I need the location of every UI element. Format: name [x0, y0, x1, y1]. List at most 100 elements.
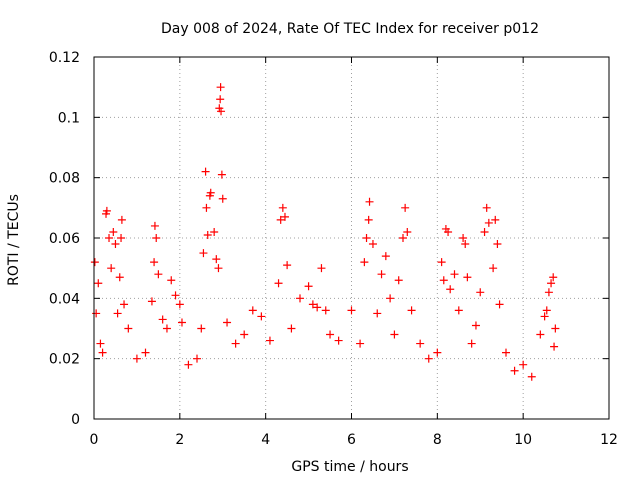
- data-point: [495, 300, 504, 309]
- data-point: [542, 306, 551, 315]
- data-point: [107, 264, 116, 273]
- data-point: [113, 309, 122, 318]
- data-point: [147, 297, 156, 306]
- data-point: [90, 258, 99, 267]
- data-point: [102, 206, 111, 215]
- data-point: [401, 203, 410, 212]
- data-point: [94, 279, 103, 288]
- data-point: [326, 330, 335, 339]
- data-point: [175, 300, 184, 309]
- y-tick-label: 0.06: [49, 231, 80, 247]
- data-point: [92, 309, 101, 318]
- y-tick-label: 0.02: [49, 352, 80, 368]
- data-point: [177, 318, 186, 327]
- data-point: [360, 258, 369, 267]
- data-point: [551, 324, 560, 333]
- data-point: [280, 212, 289, 221]
- data-points: [90, 83, 560, 381]
- chart-title: Day 008 of 2024, Rate Of TEC Index for r…: [161, 21, 539, 37]
- data-point: [493, 240, 502, 249]
- data-point: [214, 264, 223, 273]
- data-point: [394, 276, 403, 285]
- data-point: [197, 324, 206, 333]
- data-point: [463, 273, 472, 282]
- data-point: [550, 342, 559, 351]
- data-point: [365, 197, 374, 206]
- data-point: [362, 234, 371, 242]
- data-point: [373, 309, 382, 318]
- data-point: [368, 240, 377, 249]
- data-point: [218, 194, 227, 203]
- data-point: [459, 234, 468, 242]
- data-point: [216, 95, 225, 104]
- data-point: [167, 276, 176, 285]
- data-point: [540, 312, 549, 321]
- y-axis-label: ROTI / TECUs: [6, 194, 22, 286]
- data-point: [150, 221, 159, 230]
- data-point: [446, 285, 455, 294]
- data-point: [158, 315, 167, 324]
- data-point: [231, 339, 240, 348]
- data-point: [217, 170, 226, 179]
- grid-lines: [94, 57, 609, 419]
- data-point: [450, 270, 459, 279]
- data-point: [115, 273, 124, 282]
- x-tick-label: 12: [600, 432, 618, 448]
- axis-ticks: [93, 56, 610, 420]
- data-point: [549, 273, 558, 282]
- data-point: [399, 234, 407, 242]
- data-point: [433, 348, 442, 357]
- data-point: [132, 354, 141, 363]
- x-tick-label: 2: [175, 432, 184, 448]
- data-point: [248, 306, 257, 315]
- data-point: [96, 339, 105, 348]
- y-tick-label: 0.1: [58, 110, 80, 126]
- data-point: [437, 258, 446, 267]
- data-point: [278, 203, 287, 212]
- data-point: [105, 234, 114, 242]
- data-point: [403, 227, 412, 236]
- data-point: [111, 240, 120, 249]
- data-point: [117, 234, 126, 242]
- data-point: [124, 324, 133, 333]
- data-point: [212, 255, 221, 264]
- data-point: [265, 336, 274, 345]
- y-tick-label: 0.04: [49, 291, 80, 307]
- data-point: [386, 294, 395, 303]
- data-point: [193, 354, 201, 363]
- data-point: [356, 339, 365, 348]
- data-point: [347, 306, 356, 315]
- y-tick-label: 0.12: [49, 50, 80, 66]
- x-tick-label: 4: [261, 432, 270, 448]
- data-point: [257, 312, 266, 321]
- data-point: [184, 360, 193, 369]
- data-point: [141, 348, 150, 357]
- data-point: [364, 215, 373, 224]
- data-point: [407, 306, 416, 315]
- data-point: [334, 336, 343, 345]
- data-point: [544, 288, 553, 297]
- data-point: [202, 203, 211, 212]
- data-point: [476, 288, 485, 297]
- data-point: [547, 279, 556, 288]
- data-point: [117, 215, 126, 224]
- data-point: [510, 366, 519, 375]
- data-point: [491, 215, 500, 224]
- data-point: [154, 270, 163, 279]
- data-point: [199, 249, 208, 258]
- data-point: [519, 360, 528, 369]
- data-point: [171, 291, 180, 300]
- data-point: [484, 218, 493, 227]
- data-point: [276, 215, 285, 224]
- data-point: [274, 279, 283, 288]
- data-point: [416, 339, 425, 348]
- data-point: [444, 227, 453, 236]
- data-point: [216, 83, 225, 92]
- data-point: [482, 203, 491, 212]
- data-point: [536, 330, 545, 339]
- data-point: [480, 227, 489, 236]
- data-point: [317, 264, 326, 273]
- y-tick-label: 0: [71, 412, 80, 428]
- data-point: [308, 300, 317, 309]
- x-tick-label: 0: [90, 432, 99, 448]
